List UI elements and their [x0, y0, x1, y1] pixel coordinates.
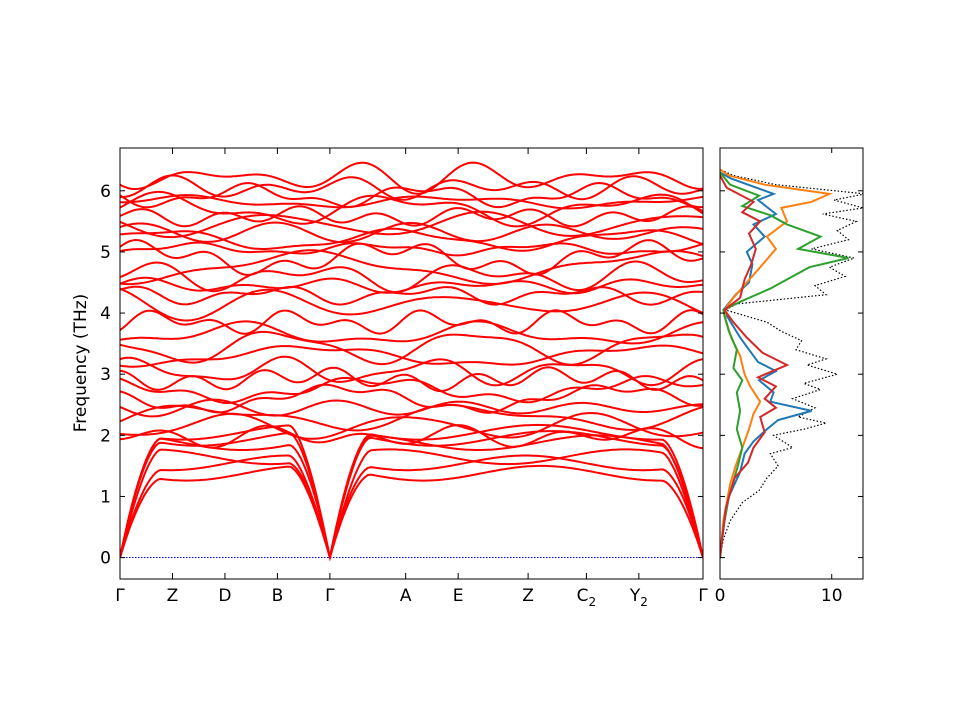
optical-band — [120, 424, 703, 450]
dos-projected-curve — [720, 175, 790, 558]
optical-band — [120, 366, 703, 393]
optical-band — [120, 344, 703, 368]
high-symmetry-label: B — [272, 586, 284, 606]
band-y-tick-label: 6 — [100, 182, 111, 202]
optical-band — [120, 375, 703, 405]
high-symmetry-label: D — [218, 586, 231, 606]
band-panel: 0 1 2 3 4 5 6 Γ Z D B Γ A E Z C2 Y2 Γ Frequency (THz) — [71, 147, 708, 609]
optical-band — [120, 181, 703, 209]
dos-x-tick-label: 0 — [715, 586, 726, 606]
dos-curves — [720, 168, 863, 558]
optical-band — [120, 287, 703, 322]
high-symmetry-label: Z — [522, 586, 534, 606]
y-axis-label: Frequency (THz) — [71, 294, 91, 433]
dos-panel: 0 10 — [715, 147, 864, 606]
high-symmetry-label: Γ — [115, 586, 125, 606]
band-y-ticks: 0 1 2 3 4 5 6 — [100, 182, 703, 569]
high-symmetry-label: E — [453, 586, 464, 606]
acoustic-band — [120, 434, 703, 558]
band-y-tick-label: 1 — [100, 487, 111, 507]
high-symmetry-lines — [171, 148, 640, 579]
high-symmetry-label: Y2 — [629, 586, 648, 609]
dos-total-curve — [720, 168, 863, 558]
optical-band — [120, 190, 703, 228]
optical-band — [120, 238, 703, 276]
dos-projected-curve — [720, 171, 849, 558]
optical-band — [120, 227, 703, 252]
band-y-tick-label: 5 — [100, 243, 111, 263]
band-y-tick-label: 2 — [100, 426, 111, 446]
high-symmetry-label: A — [400, 586, 412, 606]
high-symmetry-label: C2 — [577, 586, 597, 609]
dos-plot-frame — [719, 147, 864, 580]
high-symmetry-label: Z — [167, 586, 179, 606]
acoustic-band — [120, 464, 703, 562]
acoustic-band — [120, 423, 703, 558]
high-symmetry-label: Γ — [325, 586, 335, 606]
band-x-ticks: Γ Z D B Γ A E Z C2 Y2 Γ — [115, 586, 708, 609]
high-symmetry-label: Γ — [698, 586, 708, 606]
band-plot-frame — [119, 147, 704, 580]
optical-band — [120, 398, 703, 418]
acoustic-band — [120, 448, 703, 558]
optical-band — [120, 320, 703, 345]
acoustic-band — [120, 454, 703, 562]
optical-band — [120, 241, 703, 257]
optical-band — [120, 161, 703, 195]
optical-band — [120, 174, 703, 201]
optical-band — [120, 285, 703, 306]
optical-band — [120, 411, 703, 440]
optical-band — [120, 210, 703, 239]
band-y-tick-label: 4 — [100, 304, 111, 324]
dos-x-tick-label: 10 — [821, 586, 843, 606]
optical-band — [120, 309, 703, 335]
optical-band — [120, 355, 703, 387]
optical-band — [120, 330, 703, 366]
optical-band — [120, 205, 703, 228]
optical-band — [120, 249, 703, 286]
band-y-tick-label: 3 — [100, 365, 111, 385]
optical-band — [120, 260, 703, 294]
optical-band — [120, 383, 703, 414]
phonon-bands — [120, 161, 703, 562]
dos-ticks: 0 10 — [715, 148, 863, 606]
band-y-tick-label: 0 — [100, 549, 111, 569]
